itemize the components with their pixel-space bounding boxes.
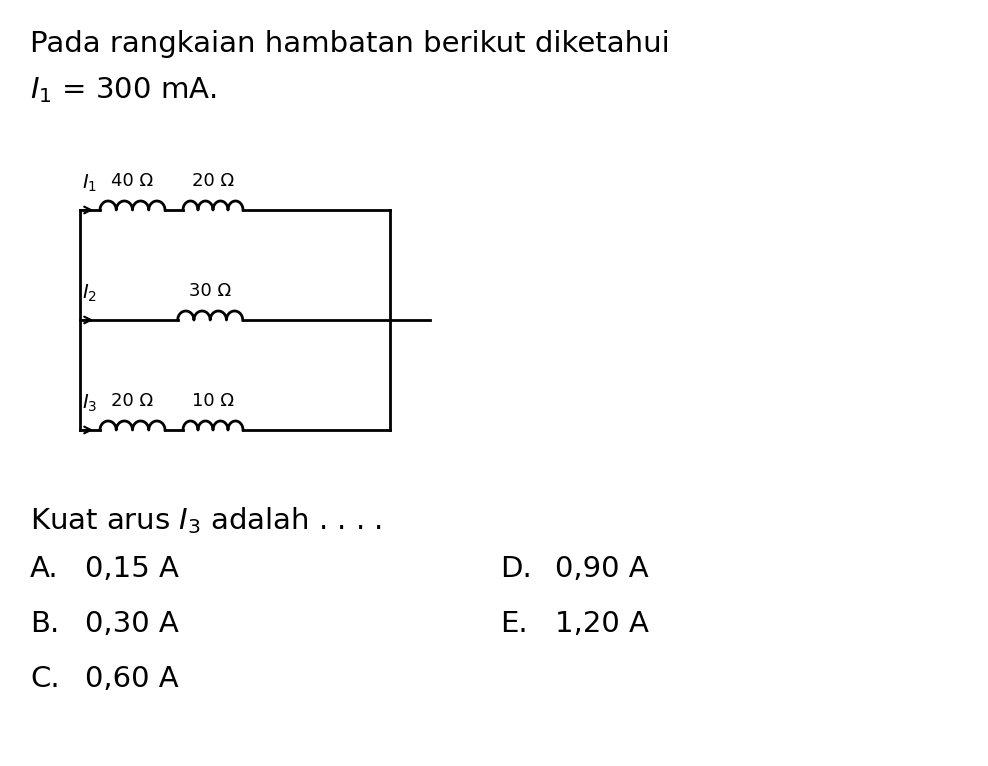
Text: 0,30 A: 0,30 A bbox=[85, 610, 179, 638]
Text: 0,60 A: 0,60 A bbox=[85, 665, 179, 693]
Text: 0,15 A: 0,15 A bbox=[85, 555, 179, 583]
Text: $\mathit{I}_2$: $\mathit{I}_2$ bbox=[82, 283, 97, 304]
Text: 30 Ω: 30 Ω bbox=[189, 282, 231, 300]
Text: D.: D. bbox=[500, 555, 532, 583]
Text: 0,90 A: 0,90 A bbox=[555, 555, 649, 583]
Text: $\mathit{I}_1$ = 300 mA.: $\mathit{I}_1$ = 300 mA. bbox=[30, 75, 216, 105]
Text: A.: A. bbox=[30, 555, 58, 583]
Text: $\mathit{I}_1$: $\mathit{I}_1$ bbox=[82, 172, 97, 194]
Text: C.: C. bbox=[30, 665, 59, 693]
Text: 20 Ω: 20 Ω bbox=[192, 172, 234, 190]
Text: B.: B. bbox=[30, 610, 59, 638]
Text: 40 Ω: 40 Ω bbox=[112, 172, 153, 190]
Text: Kuat arus $\mathit{I}_3$ adalah . . . .: Kuat arus $\mathit{I}_3$ adalah . . . . bbox=[30, 505, 382, 535]
Text: 1,20 A: 1,20 A bbox=[555, 610, 649, 638]
Text: 10 Ω: 10 Ω bbox=[192, 392, 234, 410]
Text: 20 Ω: 20 Ω bbox=[112, 392, 153, 410]
Text: $\mathit{I}_3$: $\mathit{I}_3$ bbox=[82, 393, 97, 414]
Text: Pada rangkaian hambatan berikut diketahui: Pada rangkaian hambatan berikut diketahu… bbox=[30, 30, 670, 58]
Text: E.: E. bbox=[500, 610, 528, 638]
